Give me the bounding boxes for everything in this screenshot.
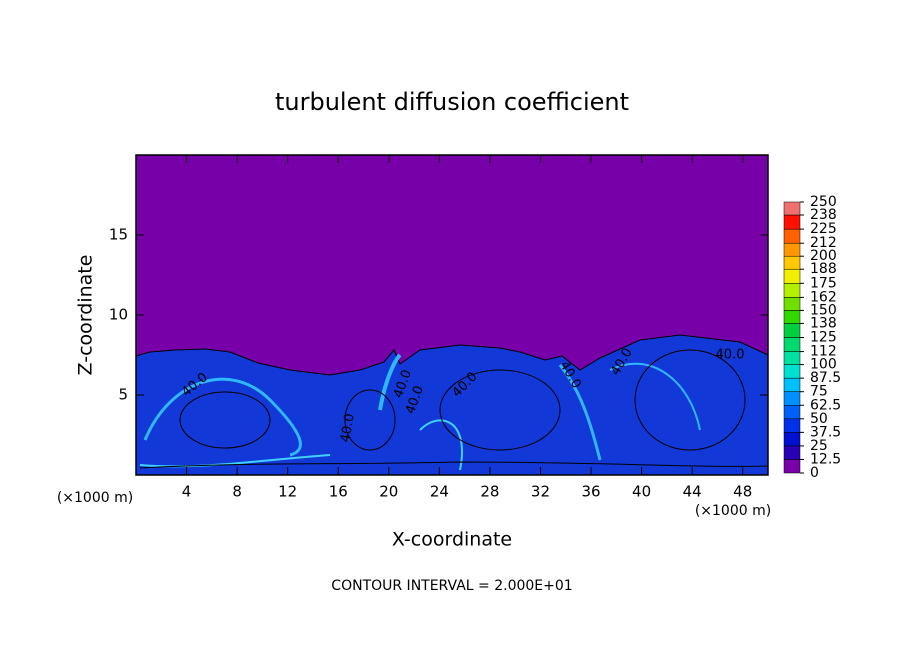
footer: CONTOUR INTERVAL = 2.000E+01 xyxy=(331,578,572,594)
colorbar-swatch xyxy=(783,377,801,392)
colorbar-label: 162 xyxy=(810,289,837,305)
colorbar-swatch xyxy=(783,228,801,244)
field-swirl xyxy=(143,377,302,457)
colorbar-swatch xyxy=(783,351,801,365)
colorbar-label: 12.5 xyxy=(810,451,841,467)
x-tick-label: 24 xyxy=(430,483,449,501)
colorbar-swatch xyxy=(783,445,801,460)
colorbar-swatch xyxy=(783,214,801,230)
colorbar-label: 200 xyxy=(810,248,837,264)
colorbar-swatch xyxy=(783,268,801,284)
x-tick-label: 8 xyxy=(232,483,242,501)
colorbar-swatch xyxy=(783,242,801,257)
x-tick-label: 20 xyxy=(379,483,398,501)
colorbar-label: 212 xyxy=(810,235,837,251)
field xyxy=(135,155,769,476)
colorbar-label: 112 xyxy=(810,344,837,360)
colorbar-label: 150 xyxy=(810,302,837,318)
field-swirl xyxy=(139,454,331,468)
y-axis-label: Z-coordinate xyxy=(75,255,97,376)
x-tick-label: 16 xyxy=(329,483,348,501)
x-tick-label: 32 xyxy=(531,483,550,501)
x-tick-label: 12 xyxy=(278,483,297,501)
contour-line xyxy=(344,389,396,451)
colorbar-label: 225 xyxy=(810,221,837,237)
colorbar-label: 100 xyxy=(810,357,837,373)
colorbar-swatch xyxy=(783,255,801,270)
colorbar-swatch xyxy=(783,391,801,406)
y-unit: (×1000 m) xyxy=(57,490,133,506)
x-tick-label: 36 xyxy=(581,483,600,501)
colorbar-swatch xyxy=(783,364,801,379)
colorbar-label: 75 xyxy=(810,384,828,400)
colorbar-swatch xyxy=(783,310,801,324)
contour-line xyxy=(179,391,271,449)
field-swirl xyxy=(378,353,402,411)
contour-line xyxy=(439,369,561,451)
field-region xyxy=(135,334,769,476)
colorbar-label: 62.5 xyxy=(810,397,841,413)
colorbar-swatch xyxy=(783,201,801,216)
contour-label: 40.0 xyxy=(338,412,358,443)
x-axis-label: X-coordinate xyxy=(392,529,512,551)
chart-title: turbulent diffusion coefficient xyxy=(275,88,629,116)
colorbar-swatch xyxy=(783,337,801,352)
colorbar-swatch xyxy=(783,297,801,311)
colorbar-label: 175 xyxy=(810,275,837,291)
x-tick-label: 40 xyxy=(632,483,651,501)
y-tick-label: 5 xyxy=(118,386,128,404)
contour-line xyxy=(634,349,746,451)
colorbar-label: 50 xyxy=(810,411,828,427)
colorbar-swatch xyxy=(783,432,801,447)
field-swirl xyxy=(609,362,701,431)
x-tick-label: 48 xyxy=(733,483,752,501)
x-tick-label: 44 xyxy=(683,483,702,501)
y-tick-label: 10 xyxy=(109,306,128,324)
colorbar-label: 37.5 xyxy=(810,424,841,440)
colorbar-swatch xyxy=(783,323,801,338)
x-tick-label: 4 xyxy=(182,483,192,501)
y-tick-label: 15 xyxy=(109,226,128,244)
colorbar-swatch xyxy=(783,459,801,474)
colorbar-label: 138 xyxy=(810,315,837,331)
contour-line xyxy=(139,461,769,469)
colorbar-swatch xyxy=(783,418,801,433)
contour-label: 40.0 xyxy=(716,348,745,363)
field-swirl xyxy=(558,364,602,461)
colorbar-label: 188 xyxy=(810,261,837,277)
colorbar-swatch xyxy=(783,405,801,420)
colorbar-label: 250 xyxy=(810,194,837,210)
x-tick-label: 28 xyxy=(480,483,499,501)
colorbar-label: 238 xyxy=(810,207,837,223)
colorbar-label: 87.5 xyxy=(810,370,841,386)
colorbar-label: 25 xyxy=(810,438,828,454)
colorbar-label: 0 xyxy=(810,465,819,481)
colorbar-swatch xyxy=(783,283,801,298)
colorbar-label: 125 xyxy=(810,330,837,346)
field-swirl xyxy=(419,419,463,471)
x-unit: (×1000 m) xyxy=(695,503,771,519)
